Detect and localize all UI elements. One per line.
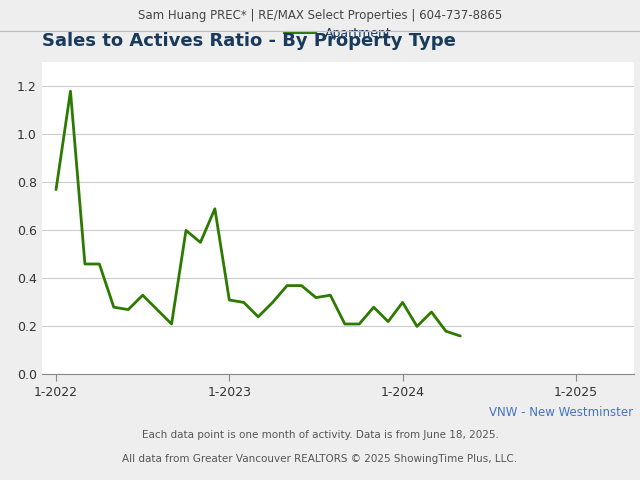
Text: Each data point is one month of activity. Data is from June 18, 2025.: Each data point is one month of activity… [141, 430, 499, 440]
Text: All data from Greater Vancouver REALTORS © 2025 ShowingTime Plus, LLC.: All data from Greater Vancouver REALTORS… [122, 454, 518, 464]
Legend: Apartment: Apartment [278, 22, 397, 45]
Text: Sam Huang PREC* | RE/MAX Select Properties | 604-737-8865: Sam Huang PREC* | RE/MAX Select Properti… [138, 9, 502, 22]
Text: Sales to Actives Ratio - By Property Type: Sales to Actives Ratio - By Property Typ… [42, 33, 456, 50]
Text: VNW - New Westminster: VNW - New Westminster [490, 406, 634, 419]
